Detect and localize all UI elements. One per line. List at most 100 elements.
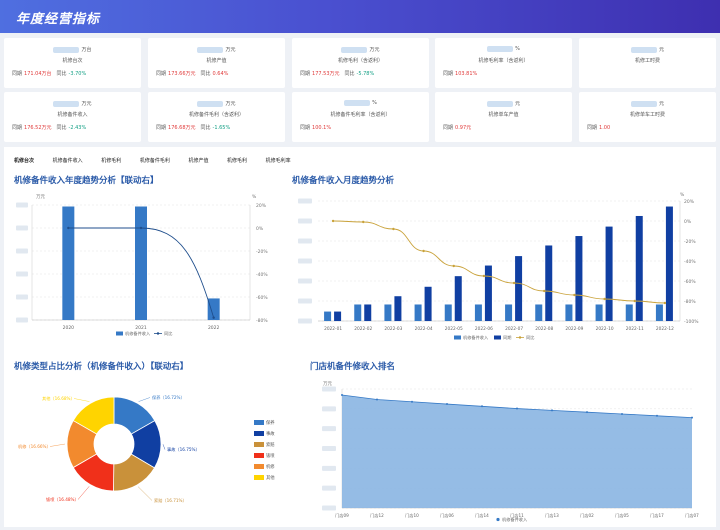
- monthly-yoy-point: [362, 220, 365, 224]
- kpi-name: 机修台次: [62, 58, 83, 64]
- kpi-card[interactable]: 万元 机修备件毛利（含返利） 同期 176.68万元 同比 -1.65%: [148, 92, 285, 142]
- kpi-cmp1-value: 1.00: [599, 125, 611, 131]
- y-axis-unit: 万元: [323, 381, 332, 387]
- ranking-point: [516, 407, 518, 410]
- tab-output-value[interactable]: 机修产值: [188, 158, 209, 164]
- monthly-yoy-point: [331, 219, 335, 223]
- monthly-bar-current: [535, 304, 543, 321]
- kpi-card[interactable]: 万元 机修毛利（含返利） 同期 177.53万元 同比 -5.78%: [292, 38, 429, 88]
- monthly-bar-current: [354, 304, 362, 321]
- kpi-cmp2-label: 同比: [200, 125, 211, 131]
- kpi-card[interactable]: 元机修工时费: [579, 38, 716, 88]
- pie-label-leader: [162, 444, 166, 450]
- y-tick-label: -60%: [684, 279, 696, 285]
- kpi-card[interactable]: 元机修单车产值 同期 0.97元: [435, 92, 572, 142]
- legend-swatch: [254, 453, 264, 458]
- x-tick-label: 2022-01: [324, 326, 342, 332]
- monthly-bar-prior: [605, 226, 613, 321]
- x-tick-label: 门店05: [615, 512, 629, 519]
- kpi-card[interactable]: 万元 机修产值 同期 173.66万元 同比 0.64%: [148, 38, 285, 88]
- kpi-card[interactable]: % 机修毛利率（含返利） 同期 103.81%: [435, 38, 572, 88]
- monthly-bar-current: [324, 311, 332, 321]
- y-tick-label: 0%: [684, 219, 692, 225]
- kpi-value: 万元: [148, 100, 285, 107]
- masked-tick-label: [298, 218, 312, 224]
- kpi-card[interactable]: 元机修单车工时费 同期 1.00: [579, 92, 716, 142]
- monthly-yoy-point: [663, 301, 667, 305]
- pie-label-leader: [138, 397, 151, 402]
- monthly-bar-prior: [334, 311, 342, 321]
- x-tick-label: 2022-09: [565, 326, 583, 332]
- pie-label-leader: [49, 443, 66, 447]
- tab-gross-margin[interactable]: 机修毛利率: [265, 158, 291, 164]
- legend-swatch-bar: [494, 335, 501, 340]
- x-tick-label: 门店11: [510, 512, 524, 519]
- tab-gross-profit[interactable]: 机修毛利: [101, 158, 122, 164]
- masked-tick-label: [322, 505, 336, 511]
- type-share-chart: 保养（16.72%） 事故（16.75%） 索赔（16.71%） 钣喷（16.48%）…: [18, 394, 275, 504]
- annual-yoy-point: [67, 226, 70, 230]
- kpi-cmp1-label: 同期: [156, 71, 167, 77]
- x-tick-label: 2022-02: [354, 326, 372, 332]
- kpi-value: 元: [579, 46, 716, 53]
- kpi-value-masked: [197, 46, 224, 53]
- pie-slice-label: 机修（16.66%）: [18, 443, 51, 450]
- tab-repair-count[interactable]: 机修台次: [14, 158, 35, 164]
- kpi-value: 万元: [292, 46, 429, 53]
- monthly-yoy-point: [452, 264, 455, 268]
- kpi-value-masked: [197, 100, 224, 107]
- legend-swatch: [496, 517, 500, 522]
- kpi-cmp2-value: -3.70%: [68, 71, 87, 77]
- ranking-point: [481, 405, 483, 408]
- tab-parts-revenue[interactable]: 机修备件收入: [52, 158, 83, 164]
- kpi-value-masked: [344, 100, 371, 106]
- kpi-cmp2-label: 同比: [56, 125, 67, 131]
- monthly-bar-prior: [545, 245, 553, 321]
- monthly-bar-prior: [364, 304, 372, 321]
- legend-label: 事故: [266, 430, 275, 437]
- kpi-cmp1-value: 173.66万元: [168, 71, 196, 77]
- masked-tick-label: [322, 426, 336, 432]
- x-tick-label: 2022-06: [475, 326, 493, 332]
- monthly-yoy-point: [573, 293, 576, 297]
- x-tick-label: 2022-12: [656, 326, 674, 332]
- legend-label: 索赔: [266, 441, 275, 448]
- tab-parts-gross-profit[interactable]: 机修备件毛利: [139, 158, 170, 164]
- kpi-value-masked: [341, 46, 368, 53]
- legend-swatch: [254, 464, 264, 469]
- x-tick-label: 2022-11: [626, 326, 644, 332]
- kpi-name: 机修工时费: [634, 58, 660, 64]
- kpi-unit: %: [515, 46, 520, 52]
- masked-tick-label: [298, 298, 312, 304]
- y-tick-label: 0%: [256, 226, 264, 232]
- legend-swatch-dot: [156, 332, 160, 335]
- x-tick-label: 2022-03: [384, 326, 402, 332]
- kpi-value-masked: [630, 100, 657, 107]
- kpi-comparison: 同期 176.68万元 同比 -1.65%: [156, 124, 230, 131]
- monthly-bar-current: [414, 304, 422, 321]
- kpi-card[interactable]: 万元 机修备件收入 同期 176.52万元 同比 -2.43%: [4, 92, 141, 142]
- kpi-value-masked: [487, 46, 514, 52]
- legend-swatch-bar: [454, 335, 461, 340]
- x-tick-label: 门店14: [475, 512, 489, 519]
- ranking-point: [621, 412, 623, 415]
- legend-label: 机修备件收入: [502, 516, 528, 523]
- pie-slice-label: 钣喷（16.48%）: [46, 496, 79, 503]
- kpi-cmp1-value: 176.68万元: [168, 125, 196, 131]
- x-tick-label: 2022-04: [415, 326, 433, 332]
- ranking-point: [411, 400, 413, 403]
- y-tick-label: -80%: [684, 299, 696, 305]
- annual-bar: [207, 298, 220, 320]
- kpi-card[interactable]: 万台 机修台次 同期 171.04万台 同比 -3.70%: [4, 38, 141, 88]
- kpi-unit: 元: [514, 101, 520, 107]
- kpi-cmp1-label: 同期: [156, 125, 167, 131]
- kpi-value: 万元: [4, 100, 141, 107]
- tab-gross-profit-2[interactable]: 机修毛利: [227, 158, 248, 164]
- kpi-comparison: 同期 173.66万元 同比 0.64%: [156, 70, 233, 77]
- legend-swatch-bar: [116, 331, 123, 336]
- legend-swatch-dot: [518, 336, 522, 339]
- kpi-name: 机修单车产值: [488, 112, 519, 118]
- legend-label: 其他: [266, 474, 275, 481]
- kpi-card[interactable]: % 机修备件毛利率（含返利） 同期 100.1%: [292, 92, 429, 142]
